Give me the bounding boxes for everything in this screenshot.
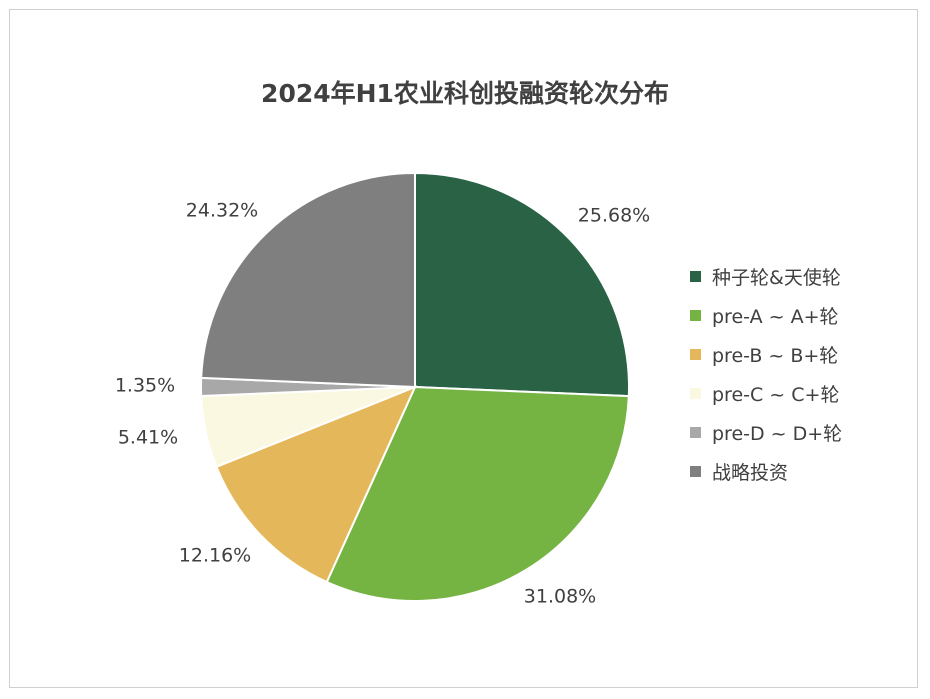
chart-title: 2024年H1农业科创投融资轮次分布 [261, 79, 669, 108]
pie-slice [215, 385, 417, 584]
legend-swatch [690, 466, 701, 477]
legend-label: 战略投资 [712, 462, 789, 484]
legend-item: 战略投资 [690, 452, 842, 491]
legend-item: pre-D ~ D+轮 [690, 413, 842, 452]
slice-data-label: 25.68% [578, 205, 650, 227]
pie-slice [414, 171, 630, 398]
chart-legend: 种子轮&天使轮 pre-A ~ A+轮 pre-B ~ B+轮 pre-C ~ C+轮… [690, 257, 842, 491]
slice-data-label: 24.32% [186, 200, 258, 222]
legend-swatch [690, 427, 701, 438]
legend-swatch [690, 388, 701, 399]
legend-label: pre-B ~ B+轮 [712, 345, 839, 367]
legend-label: 种子轮&天使轮 [712, 267, 841, 289]
legend-label: pre-C ~ C+轮 [712, 384, 840, 406]
legend-label: pre-D ~ D+轮 [712, 423, 843, 445]
slice-data-label: 5.41% [118, 427, 178, 449]
slice-data-label: 31.08% [524, 586, 596, 608]
slice-data-label: 1.35% [115, 375, 175, 397]
legend-swatch [690, 310, 701, 321]
pie-slice [200, 171, 416, 389]
legend-item: pre-C ~ C+轮 [690, 374, 842, 413]
legend-item: 种子轮&天使轮 [690, 257, 842, 296]
legend-item: pre-B ~ B+轮 [690, 335, 842, 374]
legend-swatch [690, 349, 701, 360]
legend-item: pre-A ~ A+轮 [690, 296, 842, 335]
slice-data-label: 12.16% [179, 545, 251, 567]
legend-label: pre-A ~ A+轮 [712, 306, 839, 328]
legend-swatch [690, 271, 701, 282]
pie-slice [325, 385, 630, 602]
